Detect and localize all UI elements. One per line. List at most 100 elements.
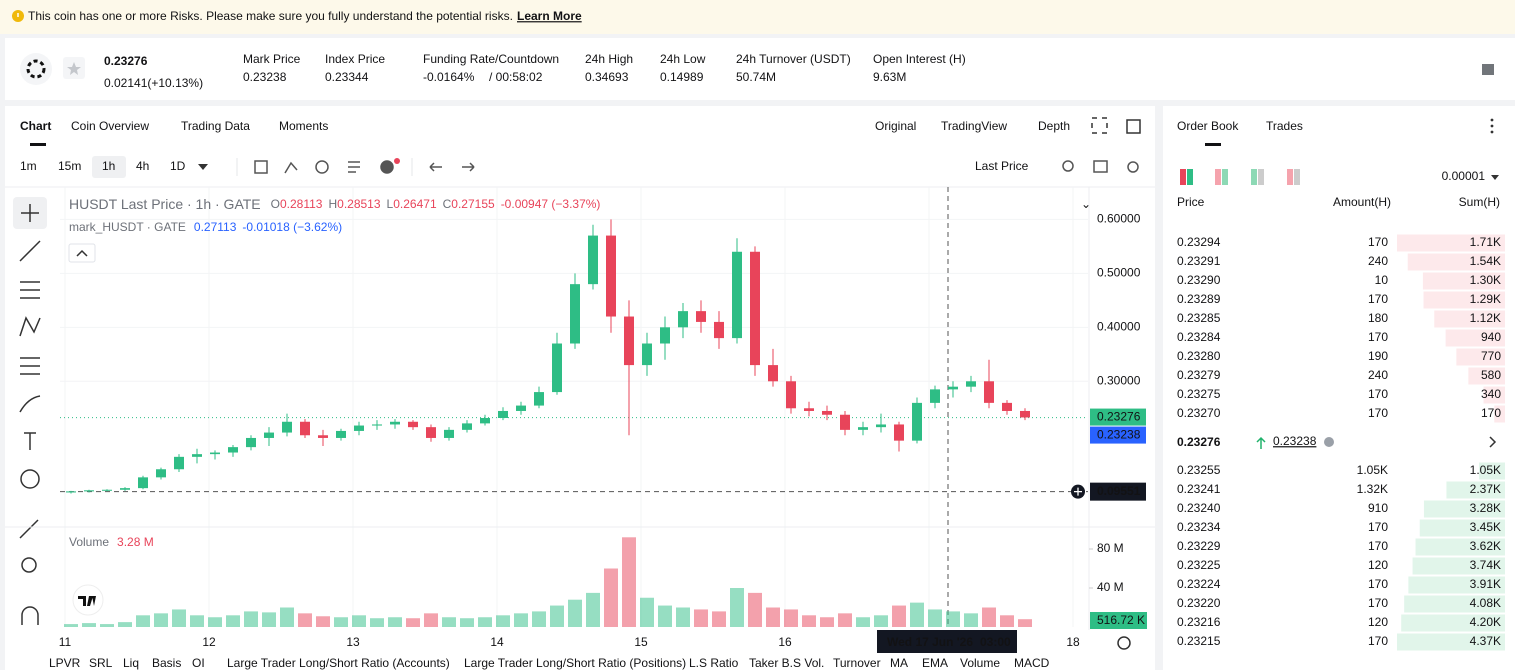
book-price[interactable]: 0.23279 [1177,368,1221,382]
indicator-tab[interactable]: L.S Ratio [689,656,739,670]
collapse-legend[interactable] [68,243,96,263]
interval[interactable]: 4h [136,159,149,173]
more-chevron[interactable] [1489,436,1497,448]
book-price[interactable]: 0.23225 [1177,558,1221,572]
candle-type-icon[interactable] [254,160,268,174]
book-price[interactable]: 0.23240 [1177,501,1221,515]
expand-icon[interactable] [1091,117,1108,134]
axis-settings-icon[interactable] [1117,636,1131,650]
add-indicator-icon[interactable] [380,160,394,174]
view-tab[interactable]: TradingView [941,119,1007,133]
layout-icon[interactable] [1222,169,1228,185]
indicator-tab[interactable]: Liq [123,656,139,670]
volume-bar [496,615,510,627]
book-price[interactable]: 0.23224 [1177,577,1221,591]
book-price[interactable]: 0.23284 [1177,330,1221,344]
notes-icon[interactable] [1482,64,1494,75]
indicator-tab[interactable]: Turnover [833,656,881,670]
book-price[interactable]: 0.23255 [1177,463,1221,477]
layout-icon[interactable] [1258,169,1264,185]
layout-icon[interactable] [1187,169,1193,185]
indicator-tab[interactable]: MA [890,656,908,670]
search-icon[interactable] [1062,160,1074,172]
panel-tab[interactable]: Moments [279,119,328,133]
book-price[interactable]: 0.23229 [1177,539,1221,553]
logo-bg [72,584,104,616]
trendline-tool[interactable] [19,240,41,262]
interval[interactable]: 1D [170,159,186,173]
indicator-tab[interactable]: Taker B.S Vol. [749,656,824,670]
kebab-icon[interactable] [1490,124,1494,128]
undo-icon[interactable] [429,162,442,172]
book-price[interactable]: 0.23275 [1177,387,1221,401]
window-icon[interactable] [1126,119,1141,134]
snapshot-icon[interactable] [1093,160,1108,173]
book-price[interactable]: 0.23289 [1177,292,1221,306]
brush-tool[interactable] [19,395,41,413]
redo-icon[interactable] [462,162,475,172]
indicator-tab[interactable]: Basis [152,656,181,670]
book-tab[interactable]: Order Book [1177,119,1239,133]
panel-tab[interactable]: Trading Data [181,119,250,133]
zoom-tool[interactable] [21,557,37,573]
kebab-icon[interactable] [1490,130,1494,134]
interval[interactable]: 1m [20,159,37,173]
book-price[interactable]: 0.23294 [1177,235,1221,249]
indicator-tab[interactable]: OI [192,656,205,670]
view-tab[interactable]: Depth [1038,119,1070,133]
depth-bar [1423,291,1505,309]
book-price[interactable]: 0.23290 [1177,273,1221,287]
indicator-tab[interactable]: LPVR [49,656,81,670]
interval[interactable]: 1h [102,159,115,173]
indicator-tab[interactable]: SRL [89,656,113,670]
replay-icon[interactable] [315,160,329,174]
book-price[interactable]: 0.23270 [1177,406,1221,420]
indicator-tab[interactable]: EMA [922,656,948,670]
book-price[interactable]: 0.23280 [1177,349,1221,363]
layout-icon[interactable] [1215,169,1221,185]
settings-icon[interactable] [1127,161,1139,173]
emoji-tool[interactable] [20,469,40,489]
book-price[interactable]: 0.23285 [1177,311,1221,325]
volume-bar [766,607,780,627]
layout-icon[interactable] [1180,169,1186,185]
ruler-tool[interactable] [19,519,39,539]
ohlc-label: C [443,197,452,211]
volume-bar [802,615,816,627]
price-source[interactable]: Last Price [975,159,1029,173]
indicator-tab[interactable]: Volume [960,656,1000,670]
chart-legend: HUSDT Last Price · 1h · GATE O0.28113 H0.2… [69,196,600,212]
y-tick-label: 0.40000 [1097,319,1141,333]
kebab-icon[interactable] [1490,118,1494,122]
indicator-tab[interactable]: MACD [1014,656,1050,670]
banner-link[interactable]: Learn More [517,9,582,23]
book-price[interactable]: 0.23234 [1177,520,1221,534]
book-tab[interactable]: Trades [1266,119,1303,133]
book-sum: 340 [1481,387,1501,401]
magnet-tool[interactable] [21,606,39,625]
view-tab[interactable]: Original [875,119,916,133]
indicator-tab[interactable]: Large Trader Long/Short Ratio (Positions… [464,656,686,670]
pattern-tool[interactable] [19,316,41,337]
precision[interactable]: 0.00001 [1442,169,1486,183]
book-amount: 170 [1368,577,1388,591]
layout-icon[interactable] [1251,169,1257,185]
panel-tab[interactable]: Chart [20,119,51,133]
book-price[interactable]: 0.23291 [1177,254,1221,268]
volume-bar [316,616,330,627]
book-sum: 940 [1481,330,1501,344]
indicator-tab[interactable]: Large Trader Long/Short Ratio (Accounts) [227,656,450,670]
indicators-icon[interactable] [284,161,298,174]
book-price[interactable]: 0.23216 [1177,615,1221,629]
book-price[interactable]: 0.23220 [1177,596,1221,610]
book-price[interactable]: 0.23241 [1177,482,1221,496]
interval[interactable]: 15m [58,159,81,173]
scroll-down-button[interactable]: ⌄ [1081,197,1091,211]
volume-bar [694,609,708,627]
panel-tab[interactable]: Coin Overview [71,119,149,133]
layout-icon[interactable] [1294,169,1300,185]
mid-price: 0.23276 [1177,435,1221,449]
layout-icon[interactable] [1287,169,1293,185]
book-price[interactable]: 0.23215 [1177,634,1221,648]
